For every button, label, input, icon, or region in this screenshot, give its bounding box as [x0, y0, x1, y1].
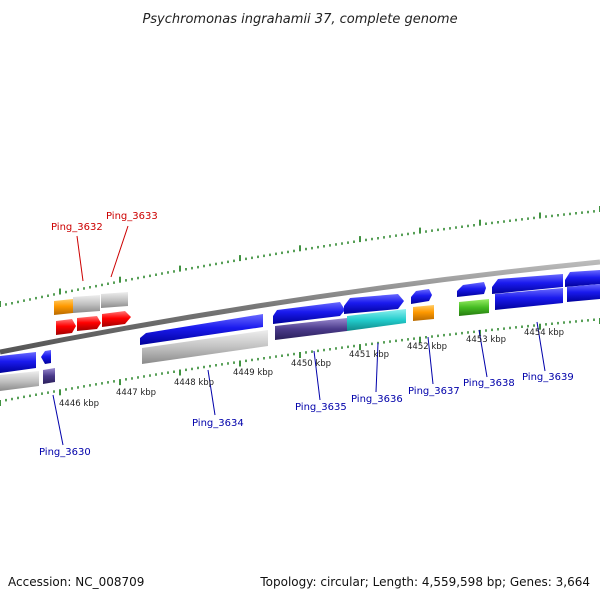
gene-feature-cyan[interactable] — [347, 309, 406, 331]
gene-label-ping-3636[interactable]: Ping_3636 — [351, 394, 403, 405]
scale-label: 4451 kbp — [349, 350, 389, 360]
gene-feature-green[interactable] — [459, 299, 489, 316]
reverse-strand-features — [0, 284, 600, 391]
gene-feature-purple[interactable] — [43, 368, 55, 384]
accession-text: Accession: NC_008709 — [8, 575, 144, 589]
callout-line — [427, 336, 434, 385]
gene-feature-gray[interactable] — [0, 371, 39, 391]
map-title: Psychromonas ingrahamii 37, complete gen… — [142, 12, 457, 27]
inner-scale-ticks — [0, 318, 600, 406]
gene-feature-cds[interactable] — [140, 314, 263, 345]
gene-feature-red[interactable] — [77, 316, 101, 331]
gene-feature-red[interactable] — [102, 311, 131, 327]
gene-feature-cds[interactable] — [344, 294, 404, 314]
topology-text: Topology: circular; Length: 4,559,598 bp… — [259, 575, 590, 589]
gene-label-ping-3630[interactable]: Ping_3630 — [39, 447, 91, 458]
gene-feature-cds[interactable] — [495, 288, 563, 310]
scale-label: 4449 kbp — [233, 368, 273, 378]
gene-feature-cds[interactable] — [273, 302, 345, 324]
gene-label-ping-3639[interactable]: Ping_3639 — [522, 372, 574, 383]
gene-feature-orange[interactable] — [413, 305, 434, 321]
gene-label-ping-3638[interactable]: Ping_3638 — [463, 378, 515, 389]
scale-label: 4447 kbp — [116, 388, 156, 398]
gene-feature-cds[interactable] — [457, 282, 486, 297]
gene-feature-gray[interactable] — [73, 295, 100, 313]
scale-label: 4454 kbp — [524, 328, 564, 338]
gene-labels: Ping_3632 Ping_3633 Ping_3630 Ping_3634 … — [39, 211, 574, 458]
gene-label-ping-3634[interactable]: Ping_3634 — [192, 418, 244, 429]
gene-feature-cds[interactable] — [567, 284, 600, 302]
callout-line — [375, 342, 379, 393]
scale-label: 4453 kbp — [466, 335, 506, 345]
scale-label: 4452 kbp — [407, 342, 447, 352]
gene-label-ping-3633[interactable]: Ping_3633 — [106, 211, 158, 222]
gene-feature-gray[interactable] — [101, 292, 128, 308]
outer-scale-ticks — [0, 206, 600, 307]
callout-line — [536, 321, 546, 372]
gene-feature-cds[interactable] — [492, 274, 563, 294]
gene-feature-cds[interactable] — [411, 289, 432, 304]
gene-label-ping-3637[interactable]: Ping_3637 — [408, 386, 460, 397]
gene-label-ping-3632[interactable]: Ping_3632 — [51, 222, 103, 233]
gene-feature-cds[interactable] — [41, 350, 51, 364]
scale-labels: 4446 kbp 4447 kbp 4448 kbp 4449 kbp 4450… — [59, 328, 564, 409]
callout-line — [478, 329, 488, 378]
callout-line — [207, 369, 216, 416]
callout-line — [76, 235, 84, 282]
scale-label: 4448 kbp — [174, 378, 214, 388]
gene-label-ping-3635[interactable]: Ping_3635 — [295, 402, 347, 413]
gene-feature-cds[interactable] — [565, 270, 600, 287]
callout-line — [52, 394, 64, 446]
scale-label: 4446 kbp — [59, 399, 99, 409]
gene-feature-red[interactable] — [56, 319, 76, 335]
gene-feature-purple[interactable] — [275, 318, 347, 340]
gene-feature-gray[interactable] — [142, 330, 268, 364]
gene-feature-cds[interactable] — [0, 352, 36, 373]
callout-line — [313, 350, 321, 401]
genome-backbone — [0, 259, 600, 355]
callout-line — [110, 225, 129, 278]
gene-feature-orange[interactable] — [54, 299, 73, 315]
scale-label: 4450 kbp — [291, 359, 331, 369]
forward-strand-features — [54, 270, 600, 335]
gene-callout-lines — [52, 225, 546, 446]
